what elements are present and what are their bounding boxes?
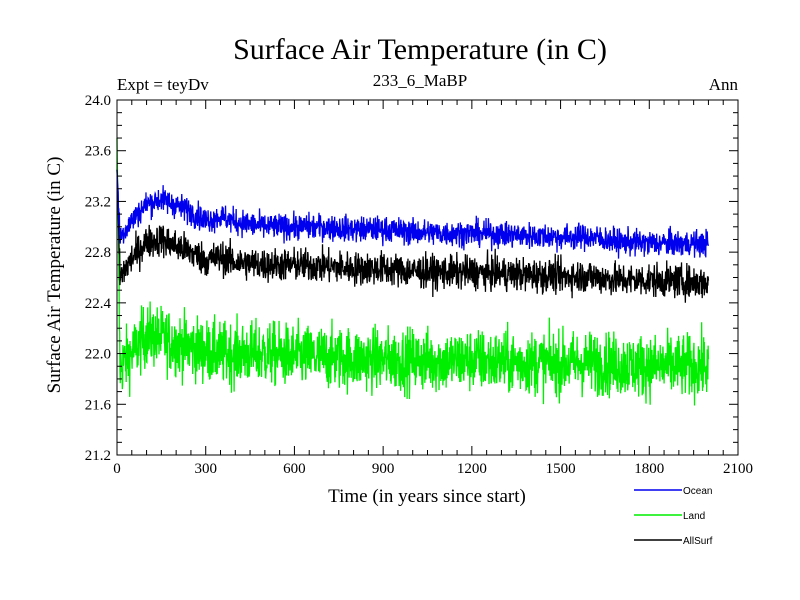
series-line-ocean	[116, 169, 710, 259]
legend-label-allsurf: AllSurf	[683, 536, 713, 547]
x-tick-label: 0	[113, 461, 121, 477]
series-line-land	[116, 138, 710, 406]
x-tick-label: 1200	[457, 461, 487, 477]
chart-subtitle-right: Ann	[709, 75, 739, 94]
y-tick-label: 22.4	[85, 296, 112, 312]
legend: Ocean Land AllSurf	[634, 486, 713, 547]
y-tick-label: 24.0	[85, 93, 111, 109]
axes-layer: 0 300 600 900 1200 1500 1800 2100 21.2 21.6 22.0 22…	[85, 93, 753, 477]
x-tick-label: 1800	[634, 461, 664, 477]
legend-label-land: Land	[683, 511, 705, 522]
chart-title: Surface Air Temperature (in C)	[233, 33, 607, 66]
x-axis-label: Time (in years since start)	[328, 486, 526, 507]
legend-label-ocean: Ocean	[683, 486, 712, 497]
x-tick-label: 900	[372, 461, 395, 477]
y-tick-label: 22.0	[85, 347, 111, 363]
x-tick-label: 300	[194, 461, 217, 477]
chart-subtitle-center: 233_6_MaBP	[373, 71, 467, 90]
x-tick-label: 1500	[546, 461, 576, 477]
y-axis-label: Surface Air Temperature (in C)	[44, 157, 65, 394]
x-tick-label: 600	[283, 461, 306, 477]
chart-subtitle-left: Expt = teyDv	[117, 75, 209, 94]
y-tick-label: 23.6	[85, 144, 112, 160]
x-tick-label: 2100	[723, 461, 753, 477]
y-tick-label: 23.2	[85, 194, 111, 210]
series-line-allsurf	[116, 169, 710, 303]
y-tick-label: 21.2	[85, 448, 111, 464]
y-tick-label: 22.8	[85, 245, 111, 261]
series-layer	[116, 138, 710, 406]
y-tick-label: 21.6	[85, 397, 112, 413]
